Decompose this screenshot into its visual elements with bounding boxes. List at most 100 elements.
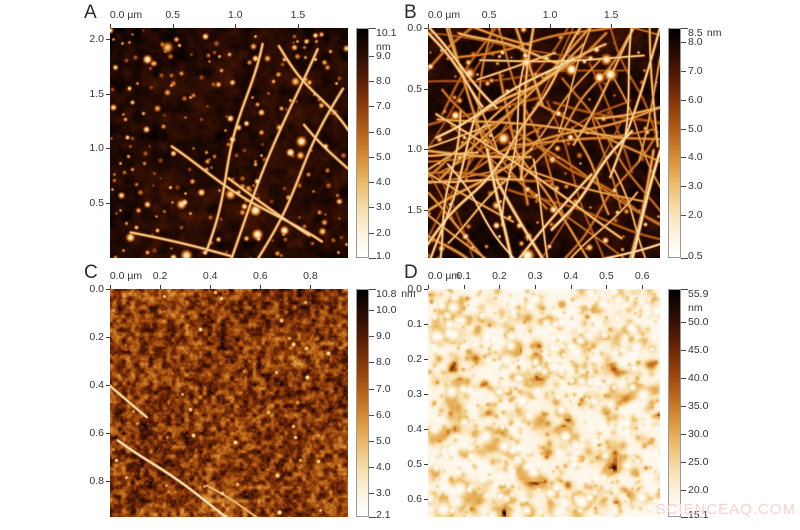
colorbar-tick	[369, 309, 374, 311]
colorbar-tick-label: 10.0	[376, 303, 397, 316]
colorbar-tick	[369, 232, 374, 234]
colorbar-tick-label: 35.0	[688, 399, 709, 412]
y-tick-label: 0.0	[407, 22, 422, 34]
panel-c-colorbar: 10.8 nm 10.0 9.0 8.0 7.0 6.0 5.0 4.0 3.0 2.1	[356, 288, 416, 521]
panel-b-image	[428, 28, 660, 258]
x-tick-mark	[535, 285, 537, 289]
x-tick-mark	[428, 24, 429, 28]
panel-d-letter: D	[404, 262, 418, 283]
x-tick-mark	[310, 285, 312, 289]
panel-c-letter: C	[84, 262, 98, 283]
x-tick-mark	[210, 285, 212, 289]
colorbar-tick	[681, 186, 686, 188]
x-tick-mark	[642, 285, 644, 289]
panel-c-colorbar-strip	[356, 289, 369, 517]
y-tick-label: 1.0	[407, 143, 422, 156]
panel-d-colorbar-strip	[668, 289, 681, 517]
colorbar-tick-label: 7.0	[376, 382, 391, 395]
x-tick-mark	[172, 24, 174, 28]
colorbar-tick	[681, 405, 686, 407]
colorbar-tick	[369, 388, 374, 390]
colorbar-min-label: 0.5	[688, 250, 703, 262]
panel-d-image	[428, 289, 660, 517]
y-tick-label: 0.6	[89, 427, 104, 439]
y-tick-label: 0.4	[407, 423, 422, 436]
x-tick-mark	[110, 24, 111, 28]
y-tick-label: 0.6	[407, 493, 422, 506]
y-tick-label: 0.2	[407, 353, 422, 366]
y-tick-label: 0.4	[89, 379, 104, 391]
x-tick-label: 0.2	[152, 270, 168, 282]
y-tick-mark	[424, 394, 428, 396]
colorbar-tick	[369, 106, 374, 108]
colorbar-tick	[681, 99, 686, 101]
x-tick-label: 0.5	[599, 270, 614, 282]
y-tick-label: 0.5	[89, 197, 104, 210]
y-tick-mark	[106, 93, 110, 95]
panel-a-colorbar: 10.1 nm 9.0 8.0 7.0 6.0 5.0 4.0 3.0 2.0 1.0	[356, 27, 416, 262]
x-tick-mark	[110, 285, 111, 289]
colorbar-tick-label: 6.0	[376, 408, 391, 421]
colorbar-tick	[369, 493, 374, 495]
colorbar-top-cap	[369, 28, 376, 29]
y-tick-label: 2.0	[89, 32, 104, 45]
colorbar-top-cap	[681, 289, 688, 290]
colorbar-tick-label: 4.0	[376, 461, 391, 474]
colorbar-tick-label: 6.0	[376, 125, 391, 138]
panel-d-x-axis: 0.0 µm 0.1 0.2 0.3 0.4 0.5 0.6	[427, 270, 660, 289]
y-tick-mark	[424, 359, 428, 361]
x-tick-mark	[160, 285, 162, 289]
colorbar-tick	[369, 182, 374, 184]
y-tick-mark	[424, 464, 428, 466]
y-tick-label: 1.5	[89, 87, 104, 100]
colorbar-tick-label: 2.0	[688, 208, 703, 221]
x-tick-label: 1.0	[542, 9, 558, 21]
colorbar-tick	[681, 128, 686, 130]
colorbar-tick	[369, 441, 374, 442]
colorbar-bottom-cap	[681, 517, 688, 518]
colorbar-unit-label: nm	[688, 302, 703, 314]
colorbar-unit-label: nm	[376, 41, 391, 53]
x-tick-mark	[611, 24, 613, 28]
y-tick-mark	[106, 337, 110, 338]
colorbar-tick-label: 4.0	[376, 176, 391, 189]
panel-a-letter: A	[84, 2, 97, 23]
colorbar-tick-label: 3.0	[688, 180, 703, 193]
y-tick-label: 1.0	[89, 142, 104, 155]
panel-d-colorbar: 55.9 nm 50.0 45.0 40.0 35.0 30.0 25.0 20.0 15.1	[668, 288, 728, 521]
watermark: SCIENCEAQ.COM	[655, 501, 796, 518]
y-tick-mark	[424, 28, 428, 29]
panel-a-colorbar-strip	[356, 28, 369, 258]
colorbar-tick-label: 8.0	[688, 36, 703, 49]
colorbar-tick-label: 20.0	[688, 483, 709, 496]
colorbar-tick-label: 45.0	[688, 343, 709, 356]
y-tick-label: 0.0	[89, 283, 104, 295]
colorbar-tick-label: 50.0	[688, 315, 709, 328]
colorbar-tick-label: 5.0	[376, 435, 391, 447]
x-tick-mark	[606, 285, 608, 289]
colorbar-tick-label: 25.0	[688, 455, 709, 468]
x-tick-label: 0.0 µm	[427, 270, 461, 282]
panel-c-y-axis: 0.0 0.2 0.4 0.6 0.8	[70, 283, 110, 517]
colorbar-tick-label: 40.0	[688, 371, 709, 384]
panel-b-y-axis: 0.0 0.5 1.0 1.5	[388, 22, 428, 258]
x-tick-label: 0.1	[456, 270, 471, 282]
colorbar-tick	[369, 207, 374, 209]
y-tick-label: 0.3	[407, 388, 422, 401]
y-tick-mark	[424, 149, 428, 151]
colorbar-tick-label: 3.0	[376, 201, 391, 214]
panel-a-image	[110, 28, 348, 258]
y-tick-label: 0.5	[407, 82, 422, 95]
colorbar-min-label: 2.1	[376, 509, 391, 521]
x-tick-label: 0.3	[527, 270, 543, 282]
y-tick-mark	[106, 38, 110, 40]
colorbar-tick	[681, 321, 686, 323]
x-tick-label: 0.5	[165, 9, 180, 21]
x-tick-mark	[550, 24, 552, 28]
colorbar-tick-label: 2.0	[376, 226, 391, 239]
y-tick-mark	[106, 385, 110, 386]
panel-c-x-axis: 0.0 µm 0.2 0.4 0.6 0.8	[109, 270, 348, 289]
x-tick-label: 0.0 µm	[109, 270, 143, 282]
colorbar-unit-label: nm	[401, 288, 416, 300]
colorbar-tick	[369, 414, 374, 416]
